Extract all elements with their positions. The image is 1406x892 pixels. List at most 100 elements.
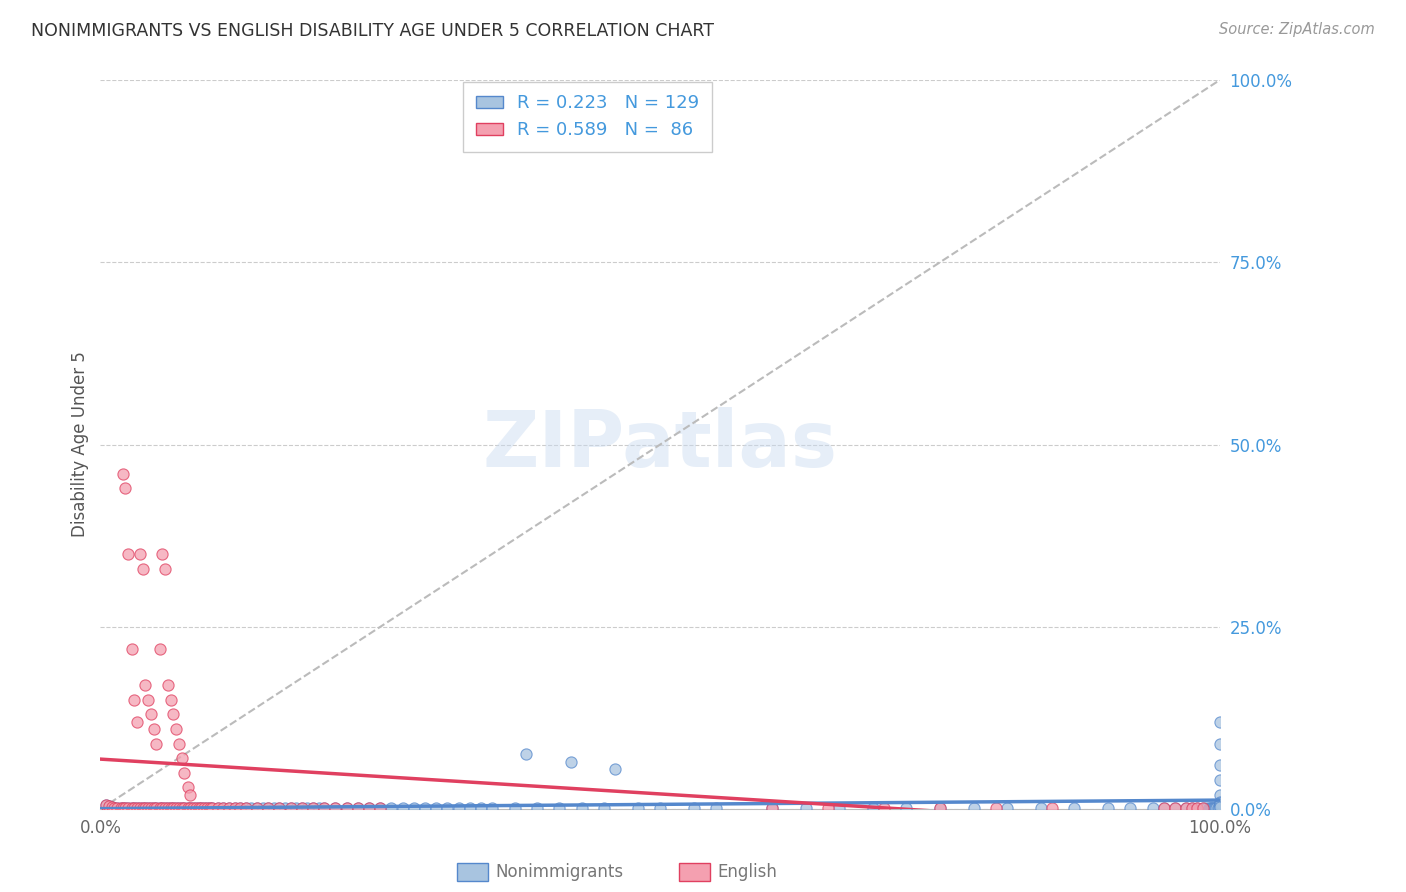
Point — [1205, 801, 1227, 815]
Point — [995, 801, 1018, 815]
Point — [134, 801, 156, 815]
Point — [181, 801, 204, 815]
Point — [347, 801, 370, 815]
Point — [190, 801, 212, 815]
Point — [704, 801, 727, 815]
Point — [526, 801, 548, 815]
Point — [190, 801, 212, 815]
Point — [176, 780, 198, 795]
Point — [1181, 801, 1204, 815]
Point — [1195, 801, 1218, 815]
Point — [179, 801, 201, 815]
Point — [201, 801, 224, 815]
Point — [138, 692, 160, 706]
Point — [155, 801, 177, 815]
Point — [246, 801, 269, 815]
Point — [134, 678, 156, 692]
Point — [229, 801, 252, 815]
Point — [308, 801, 330, 815]
Point — [117, 547, 139, 561]
Point — [1201, 801, 1223, 815]
Point — [1142, 801, 1164, 815]
Point — [166, 722, 188, 736]
Point — [132, 801, 155, 815]
Point — [1029, 801, 1052, 815]
Point — [103, 800, 125, 814]
Point — [114, 801, 136, 815]
Point — [162, 801, 184, 815]
Point — [368, 801, 391, 815]
Point — [173, 801, 195, 815]
Point — [828, 801, 851, 815]
Legend: R = 0.223   N = 129, R = 0.589   N =  86: R = 0.223 N = 129, R = 0.589 N = 86 — [463, 82, 711, 152]
Point — [127, 801, 149, 815]
Point — [873, 801, 896, 815]
Point — [240, 801, 263, 815]
Point — [314, 801, 336, 815]
Point — [1198, 801, 1220, 815]
Point — [235, 801, 257, 815]
Point — [162, 801, 184, 815]
Point — [122, 801, 145, 815]
Point — [1202, 801, 1225, 815]
Point — [166, 801, 188, 815]
Point — [593, 801, 616, 815]
Point — [1187, 801, 1209, 815]
Point — [929, 801, 952, 815]
Point — [184, 801, 207, 815]
Point — [1209, 800, 1232, 814]
Point — [212, 801, 235, 815]
Point — [170, 751, 193, 765]
Point — [128, 801, 150, 815]
Point — [138, 801, 160, 815]
Point — [138, 801, 160, 815]
Point — [121, 801, 143, 815]
Point — [1204, 801, 1226, 815]
Point — [515, 747, 537, 762]
Point — [481, 801, 503, 815]
Point — [145, 801, 167, 815]
Point — [548, 801, 571, 815]
Point — [1097, 801, 1119, 815]
Point — [184, 801, 207, 815]
Point — [1119, 801, 1142, 815]
Point — [100, 800, 122, 814]
Point — [195, 801, 218, 815]
Point — [105, 800, 128, 814]
Point — [170, 801, 193, 815]
Point — [302, 801, 325, 815]
Point — [458, 801, 481, 815]
Point — [139, 801, 162, 815]
Point — [105, 800, 128, 814]
Point — [336, 801, 359, 815]
Point — [1192, 801, 1215, 815]
Point — [1209, 788, 1232, 802]
Point — [207, 801, 229, 815]
Point — [1187, 801, 1209, 815]
Point — [198, 801, 221, 815]
Point — [167, 737, 190, 751]
Point — [571, 801, 593, 815]
Point — [325, 801, 347, 815]
Point — [929, 801, 952, 815]
Point — [1209, 737, 1232, 751]
Point — [1209, 798, 1232, 813]
Point — [156, 801, 179, 815]
Point — [896, 801, 918, 815]
Point — [149, 801, 172, 815]
Point — [155, 801, 177, 815]
Point — [212, 801, 235, 815]
Point — [285, 801, 308, 815]
Point — [207, 801, 229, 815]
Point — [110, 800, 132, 814]
Point — [1204, 801, 1226, 815]
Point — [1040, 801, 1063, 815]
Point — [198, 801, 221, 815]
Point — [962, 801, 984, 815]
Point — [1209, 714, 1232, 729]
Text: NONIMMIGRANTS VS ENGLISH DISABILITY AGE UNDER 5 CORRELATION CHART: NONIMMIGRANTS VS ENGLISH DISABILITY AGE … — [31, 22, 714, 40]
Point — [156, 801, 179, 815]
Point — [94, 798, 117, 813]
Point — [413, 801, 436, 815]
Point — [291, 801, 314, 815]
